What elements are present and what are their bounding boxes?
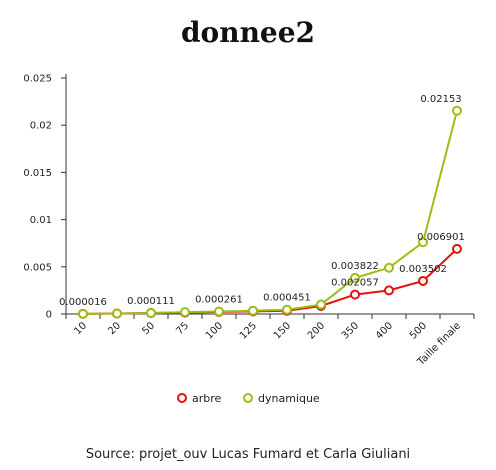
data-label-arbre: 0.002057 [331,278,379,289]
data-label-dynamique: 0.003822 [331,261,379,272]
chart-data-labels: 0.002057 0.003502 0.006901 0.000016 0.000111… [59,94,465,308]
data-label-arbre: 0.006901 [417,232,465,243]
data-point-dynamique [248,305,258,316]
x-tick-label: 200 [306,320,327,341]
chart-axes: 0 0.005 0.01 0.015 0.02 0.025 10 20 50 75 100 125 15… [23,74,475,368]
data-point-dynamique [418,237,428,248]
data-label-arbre: 0.003502 [399,264,447,275]
data-point-dynamique [112,308,122,319]
data-point-arbre [418,275,428,286]
data-point-dynamique [146,307,156,318]
legend-marker-dynamique [243,393,253,403]
x-tick-label: 75 [174,320,191,337]
x-tick-label: 400 [374,320,395,341]
data-label-dynamique: 0.000261 [195,295,243,306]
chart-source: Source: projet_ouv Lucas Fumard et Carla… [86,447,410,462]
data-label-dynamique: 0.000111 [127,296,175,307]
x-tick-label: 20 [106,320,123,337]
data-point-arbre [350,289,360,300]
y-tick-label: 0.02 [30,121,52,132]
series-line-dynamique [82,110,458,315]
data-point-dynamique [350,272,360,283]
x-tick-label: 150 [272,320,293,341]
legend-label-dynamique: dynamique [258,392,320,405]
x-tick-label: 50 [140,320,157,337]
x-tick-label: 10 [72,320,89,337]
x-tick-label: 100 [204,320,225,341]
data-point-arbre [452,243,462,254]
data-label-dynamique: 0.000016 [59,297,107,308]
y-tick-label: 0.025 [23,74,52,85]
data-label-dynamique: 0.000451 [263,293,311,304]
data-point-dynamique [452,105,462,116]
x-tick-label: 350 [340,320,361,341]
data-point-dynamique [180,307,190,318]
data-label-dynamique: 0.02153 [420,94,461,105]
chart-legend: arbre dynamique [177,392,320,405]
legend-label-arbre: arbre [192,392,222,405]
legend-marker-arbre [177,393,187,403]
y-tick-label: 0.015 [23,168,52,179]
x-tick-label: 125 [238,320,259,341]
data-point-arbre [384,285,394,296]
x-tick-label: 500 [408,320,429,341]
data-point-dynamique [282,304,292,315]
chart-series [78,105,462,319]
y-tick-label: 0.01 [30,215,52,226]
data-point-dynamique [384,262,394,273]
y-tick-label: 0 [46,310,52,321]
data-point-dynamique [316,299,326,310]
y-tick-label: 0.005 [23,262,52,273]
chart-title: donnee2 [181,16,315,49]
data-point-dynamique [78,308,88,319]
data-point-dynamique [214,306,224,317]
